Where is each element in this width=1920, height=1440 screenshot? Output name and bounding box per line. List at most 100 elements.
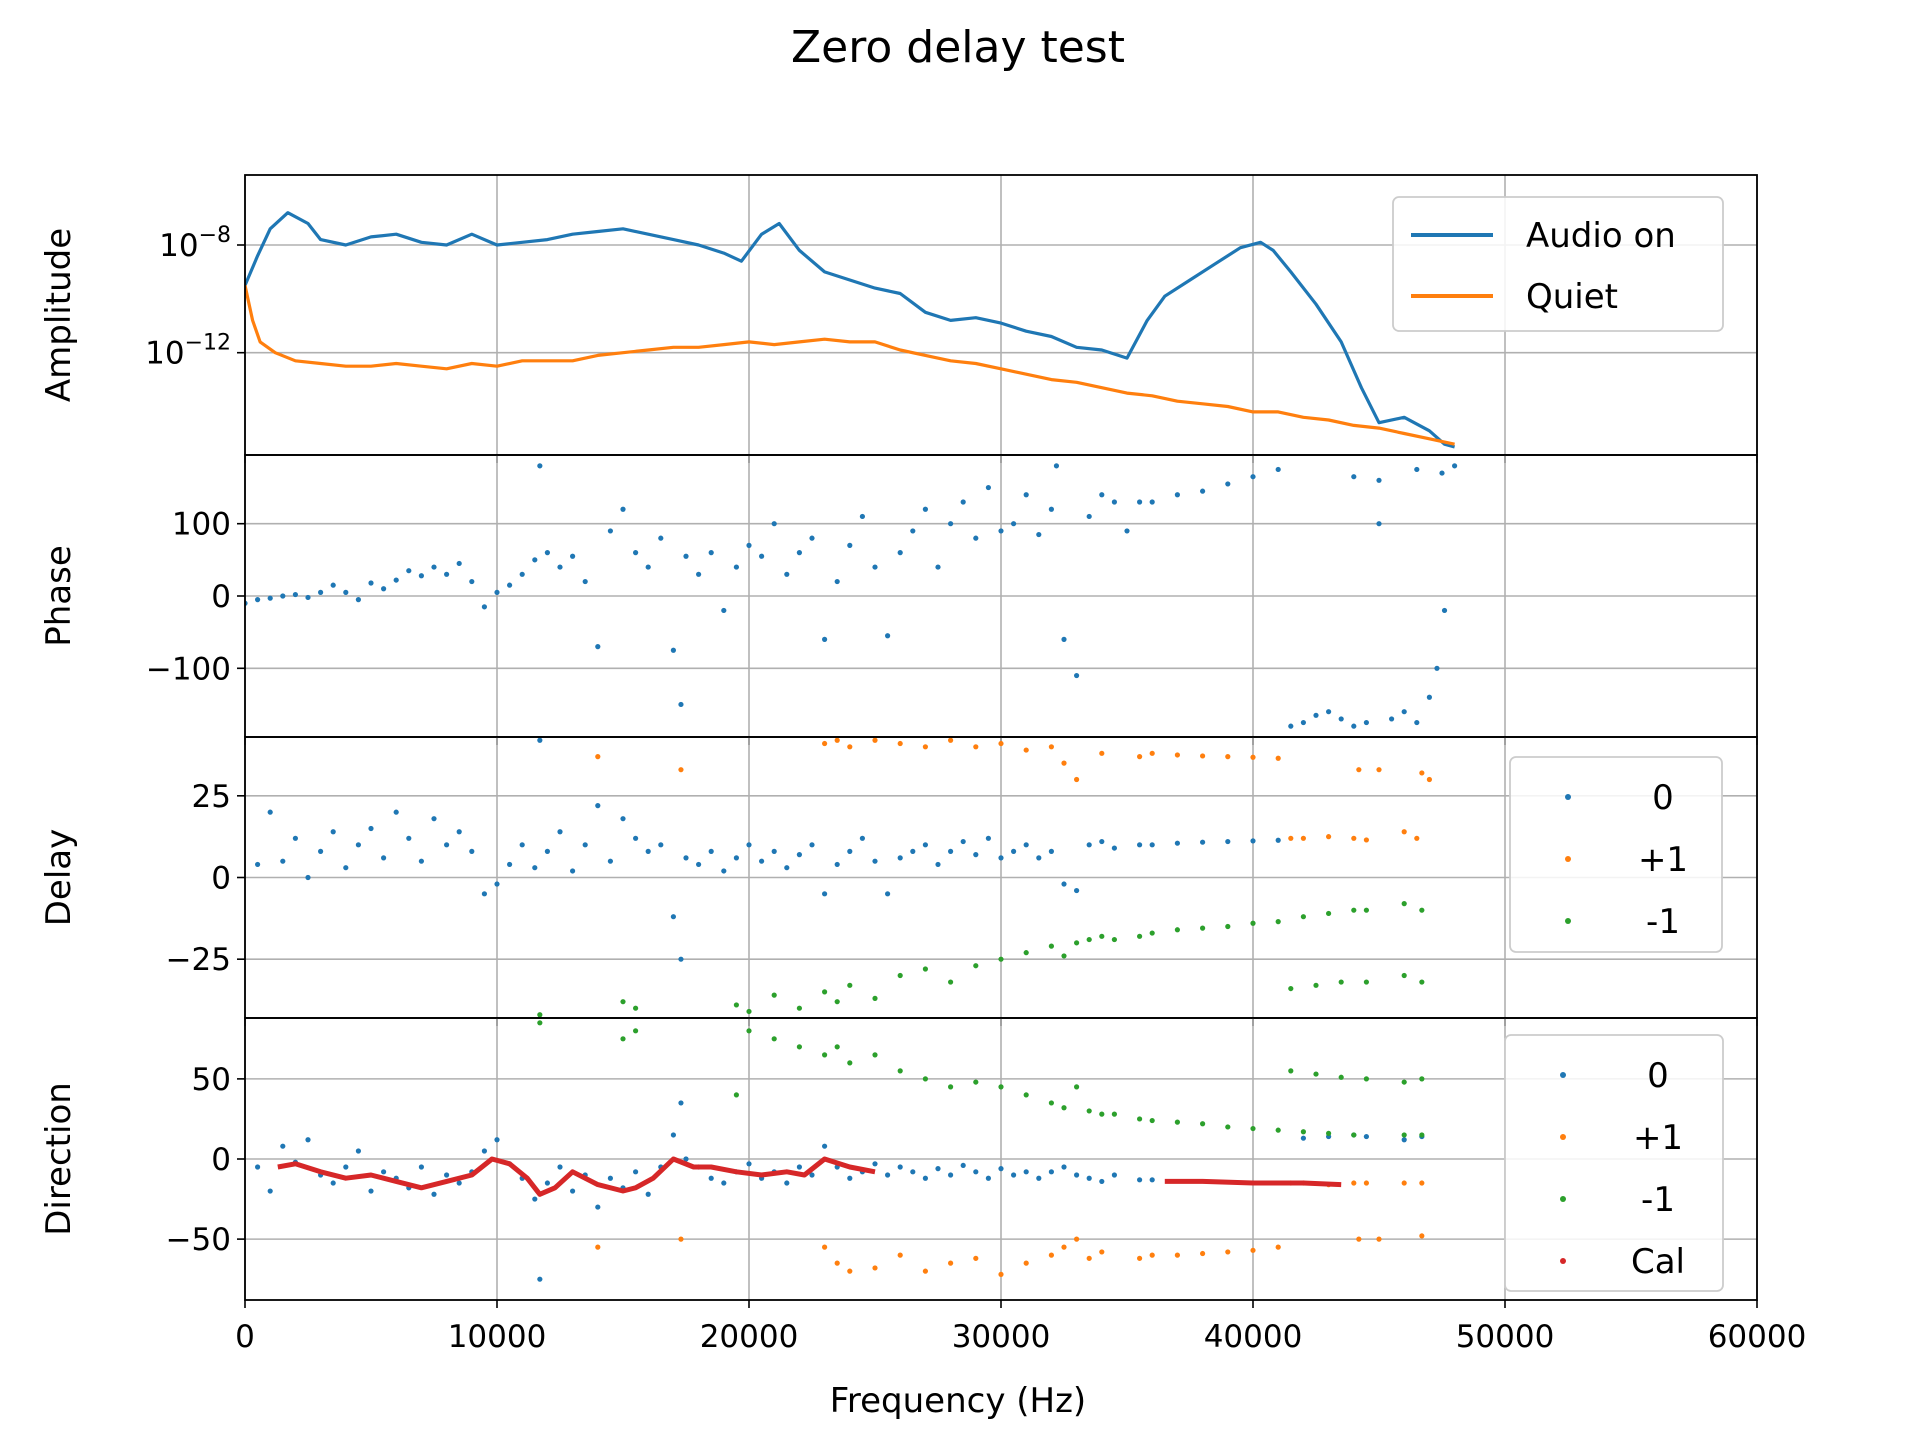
phase-series-0-point	[645, 564, 651, 570]
panel-delay: 25 0 −25 Delay 0 +1 -1	[39, 736, 1758, 1026]
phase-series-0-point	[620, 506, 626, 512]
delay-series-0-point	[1137, 842, 1143, 848]
amplitude-data	[245, 211, 1456, 449]
phase-series-0-point	[1200, 488, 1206, 494]
phase-series-0-point	[796, 550, 803, 556]
direction-legend-swatch	[1560, 1258, 1566, 1264]
direction-legend-label: Cal	[1631, 1242, 1685, 1282]
direction-series-1-point	[1351, 1180, 1357, 1186]
phase-series-0-point	[809, 535, 815, 541]
direction-series-0-point	[633, 1169, 639, 1175]
direction-series-2-point	[1200, 1121, 1206, 1127]
phase-series-0-point	[1023, 492, 1029, 498]
phase-series-0-point	[670, 647, 677, 653]
delay-series-1-point	[822, 740, 828, 747]
direction-series-2-point	[1351, 1132, 1357, 1138]
phase-series-0-point	[1275, 466, 1281, 473]
phase-series-0-point	[759, 553, 765, 559]
direction-series-2-point	[633, 1028, 639, 1034]
delay-series-2-point	[1149, 930, 1155, 936]
direction-series-0-point	[645, 1191, 651, 1197]
amplitude-y-tick-exponent: −8	[199, 223, 231, 248]
phase-series-0-point	[973, 535, 979, 541]
direction-series-2-point	[973, 1079, 979, 1085]
delay-series-2-point	[1419, 979, 1425, 985]
direction-series-0-point	[784, 1180, 790, 1186]
phase-y-tick-label: 0	[211, 579, 231, 615]
delay-series-0-point	[998, 855, 1004, 861]
delay-series-1-point	[1356, 767, 1362, 773]
delay-series-0-point	[847, 848, 853, 854]
direction-series-1-point	[897, 1252, 903, 1258]
direction-series-0-point	[305, 1137, 311, 1143]
phase-series-0-point	[1300, 719, 1306, 726]
phase-series-0-point	[607, 528, 614, 534]
panel-phase: 100 0 −100 Phase	[39, 454, 1758, 745]
delay-series-0-point	[746, 842, 752, 848]
delay-series-0-point	[557, 829, 563, 835]
direction-series-2-point	[1250, 1125, 1256, 1132]
delay-series-0-point	[318, 848, 324, 854]
delay-series-2-point	[897, 972, 903, 979]
delay-series-0-point	[960, 838, 966, 845]
direction-series-2-point	[1074, 1084, 1080, 1090]
delay-data	[255, 737, 1432, 1018]
chart-title: Zero delay test	[791, 22, 1125, 73]
direction-series-1-point	[1099, 1249, 1105, 1255]
phase-series-0-point	[582, 578, 588, 585]
delay-series-0-point	[973, 852, 979, 858]
direction-series-0-point	[418, 1164, 424, 1170]
phase-y-axis-label: Phase	[39, 545, 79, 647]
phase-series-0-point	[393, 577, 399, 583]
direction-series-0-point	[431, 1191, 437, 1197]
delay-series-1-point	[834, 737, 840, 743]
phase-series-0-point	[1111, 499, 1117, 505]
delay-series-2-point	[746, 1008, 752, 1015]
direction-series-2-point	[1137, 1116, 1143, 1122]
phase-series-0-point	[343, 589, 349, 595]
delay-series-1-point	[1048, 744, 1054, 750]
delay-series-1-point	[847, 744, 853, 750]
phase-series-0-point	[784, 571, 790, 577]
direction-series-0-point	[1363, 1133, 1369, 1140]
phase-series-0-point	[834, 578, 840, 585]
x-tick-label: 40000	[1204, 1319, 1303, 1355]
direction-series-0-point	[1036, 1175, 1042, 1181]
phase-series-0-point	[1452, 463, 1458, 469]
phase-series-0-point	[280, 593, 286, 599]
phase-series-0-point	[998, 528, 1004, 534]
delay-series-0-point	[771, 848, 777, 854]
delay-series-0-point	[1174, 840, 1180, 846]
direction-series-0-point	[570, 1188, 576, 1194]
delay-series-0-point	[683, 855, 689, 861]
delay-series-0-point	[444, 842, 450, 848]
direction-series-0-point	[708, 1175, 714, 1181]
direction-series-2-point	[834, 1044, 840, 1050]
delay-series-2-point	[1300, 914, 1306, 920]
amplitude-series-1-line	[245, 285, 1455, 446]
delay-series-1-point	[897, 740, 903, 747]
direction-y-tick-label: 50	[192, 1062, 231, 1098]
phase-series-0-point	[1124, 528, 1130, 534]
delay-series-0-point	[507, 861, 513, 868]
direction-series-0-point	[1048, 1169, 1054, 1175]
direction-series-0-point	[670, 1132, 677, 1138]
delay-series-0-point	[670, 914, 677, 920]
direction-series-1-point	[1149, 1252, 1155, 1258]
delay-series-1-point	[1351, 835, 1357, 841]
direction-series-2-point	[922, 1076, 929, 1082]
delay-series-0-point	[292, 835, 298, 841]
phase-series-0-point	[696, 571, 702, 577]
direction-series-2-point	[872, 1052, 878, 1058]
direction-series-2-point	[1174, 1119, 1180, 1125]
delay-series-0	[255, 737, 1281, 962]
direction-series-2-point	[998, 1084, 1004, 1090]
direction-series-2-point	[847, 1060, 853, 1066]
direction-series-1-point	[1137, 1255, 1143, 1261]
delay-legend-box	[1509, 756, 1723, 953]
delay-legend-swatch	[1565, 918, 1571, 924]
delay-series-0-point	[537, 737, 543, 743]
direction-series-0-point	[267, 1188, 273, 1194]
delay-series-0-point	[481, 891, 487, 897]
x-tick-label: 0	[235, 1319, 255, 1355]
